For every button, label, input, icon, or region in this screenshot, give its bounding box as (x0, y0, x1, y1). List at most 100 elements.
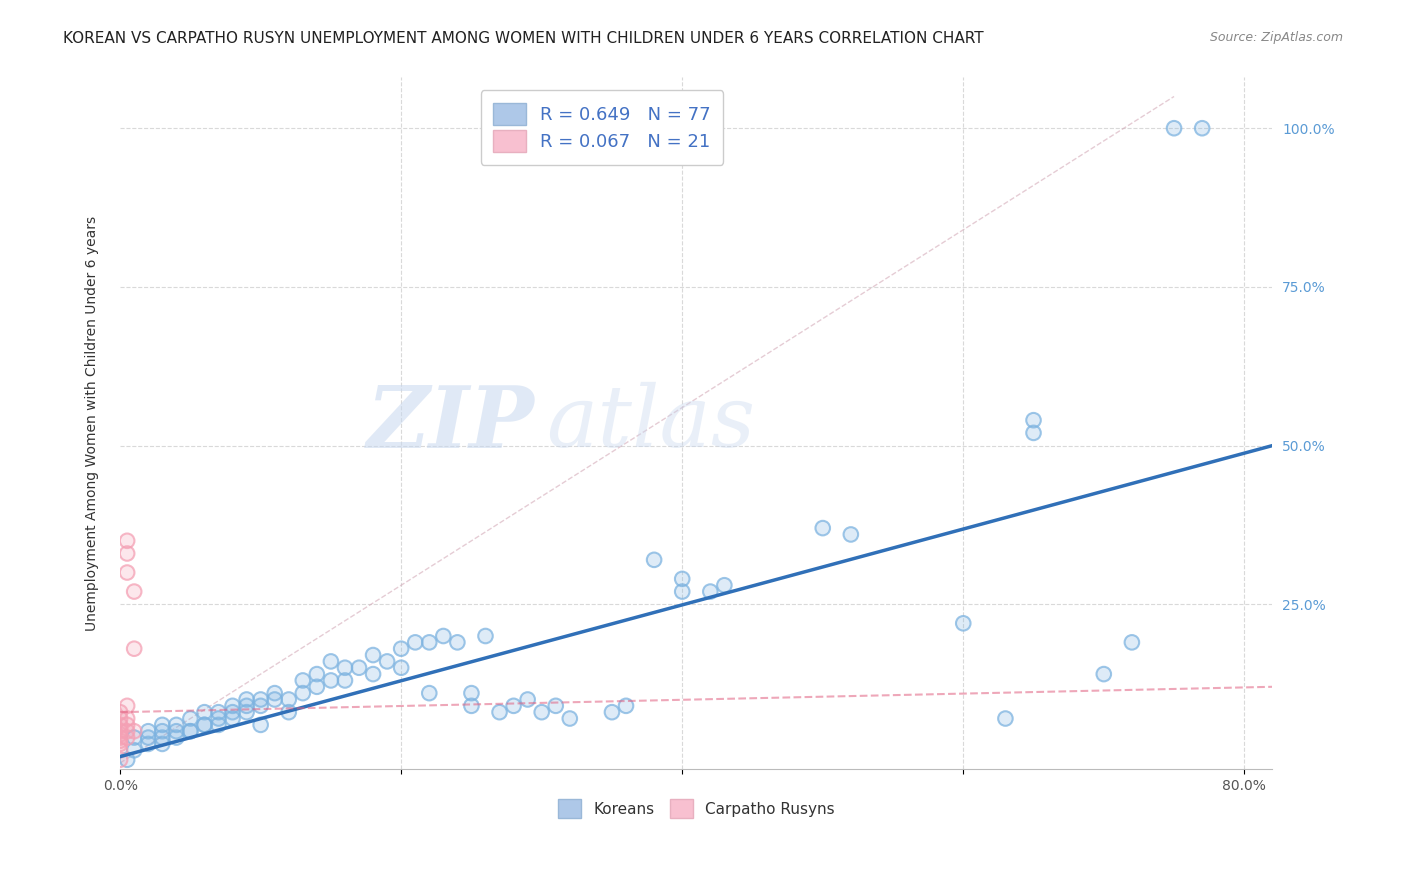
Point (108, 705, 131, 719)
Point (207, 705, 229, 719)
Point (1121, 635, 1143, 649)
Point (122, 724, 145, 739)
Point (108, 724, 131, 739)
Point (713, 578, 735, 592)
Point (558, 712, 581, 726)
Point (1022, 425, 1045, 440)
Point (558, 712, 581, 726)
Point (404, 635, 426, 649)
Point (115, 698, 138, 713)
Point (115, 724, 138, 739)
Point (165, 724, 187, 739)
Point (115, 753, 138, 767)
Point (136, 731, 159, 745)
Point (221, 698, 243, 713)
Point (474, 629, 496, 643)
Point (460, 698, 482, 713)
Point (418, 686, 440, 700)
Point (333, 673, 356, 688)
Point (699, 584, 721, 599)
Point (404, 635, 426, 649)
Point (305, 667, 328, 681)
Point (516, 692, 538, 706)
Point (221, 712, 243, 726)
Point (115, 712, 138, 726)
Text: KOREAN VS CARPATHO RUSYN UNEMPLOYMENT AMONG WOMEN WITH CHILDREN UNDER 6 YEARS CO: KOREAN VS CARPATHO RUSYN UNEMPLOYMENT AM… (63, 31, 984, 46)
Point (1191, 121, 1213, 136)
Point (235, 705, 257, 719)
Point (115, 566, 138, 580)
Point (179, 712, 201, 726)
Point (179, 724, 201, 739)
Point (333, 673, 356, 688)
Point (319, 673, 342, 688)
Point (643, 553, 665, 567)
Point (1022, 425, 1045, 440)
Point (108, 705, 131, 719)
Point (671, 584, 693, 599)
Point (150, 724, 173, 739)
Point (319, 654, 342, 668)
Text: Source: ZipAtlas.com: Source: ZipAtlas.com (1209, 31, 1343, 45)
Point (207, 718, 229, 732)
Point (994, 712, 1017, 726)
Point (952, 616, 974, 631)
Y-axis label: Unemployment Among Women with Children Under 6 years: Unemployment Among Women with Children U… (86, 216, 100, 631)
Point (221, 705, 243, 719)
Point (460, 698, 482, 713)
Point (347, 661, 370, 675)
Point (1092, 667, 1115, 681)
Point (115, 718, 138, 732)
Point (115, 712, 138, 726)
Point (108, 753, 131, 767)
Point (446, 635, 468, 649)
Point (122, 724, 145, 739)
Legend: Koreans, Carpatho Rusyns: Koreans, Carpatho Rusyns (553, 793, 841, 824)
Point (122, 641, 145, 656)
Point (432, 629, 454, 643)
Point (305, 680, 328, 694)
Point (516, 692, 538, 706)
Point (361, 648, 384, 662)
Point (1163, 121, 1185, 136)
Point (319, 654, 342, 668)
Point (115, 724, 138, 739)
Point (1092, 667, 1115, 681)
Point (193, 718, 215, 732)
Point (839, 527, 862, 541)
Point (193, 718, 215, 732)
Point (115, 547, 138, 561)
Point (502, 698, 524, 713)
Text: ZIP: ZIP (367, 382, 534, 465)
Point (600, 705, 623, 719)
Point (389, 641, 412, 656)
Point (375, 654, 398, 668)
Point (671, 572, 693, 586)
Point (361, 667, 384, 681)
Point (108, 731, 131, 745)
Point (136, 737, 159, 751)
Point (277, 705, 299, 719)
Point (122, 743, 145, 757)
Point (179, 724, 201, 739)
Point (150, 737, 173, 751)
Point (221, 712, 243, 726)
Point (235, 692, 257, 706)
Point (643, 553, 665, 567)
Point (671, 584, 693, 599)
Point (263, 692, 285, 706)
Point (1163, 121, 1185, 136)
Point (952, 616, 974, 631)
Point (235, 698, 257, 713)
Point (136, 731, 159, 745)
Point (460, 686, 482, 700)
Point (108, 724, 131, 739)
Point (193, 718, 215, 732)
Point (122, 584, 145, 599)
Point (600, 705, 623, 719)
Point (333, 661, 356, 675)
Point (108, 733, 131, 747)
Point (1022, 413, 1045, 427)
Point (418, 635, 440, 649)
Point (108, 712, 131, 726)
